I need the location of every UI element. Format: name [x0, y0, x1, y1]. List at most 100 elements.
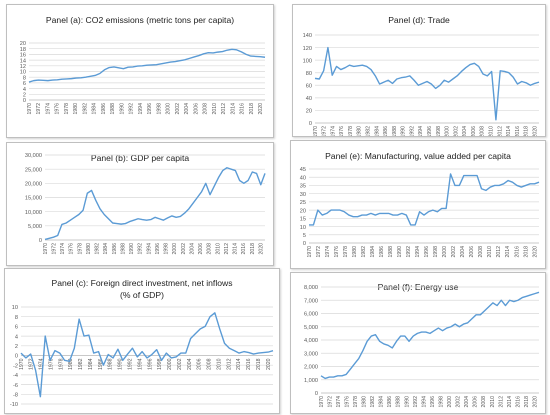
panel-e-data-point: [428, 211, 429, 212]
panel-a-data-point: [90, 76, 91, 77]
panel-d-data-point: [426, 81, 427, 82]
panel-c-data-point: [59, 352, 60, 353]
panel-e-data-point: [335, 210, 336, 211]
panel-c-ytick-label: 4: [15, 334, 18, 340]
panel-c-ytick-label: 0: [15, 354, 18, 360]
panel-e-ytick-label: 15: [300, 217, 306, 223]
panel-a-xtick-label: 1996: [147, 103, 153, 115]
panel-e-data-point: [397, 214, 398, 215]
panel-c-data-point: [25, 357, 26, 358]
panel-c-data-point: [258, 352, 259, 353]
panel-c-ytick-label: -6: [13, 383, 18, 389]
panel-d-xtick-label: 1996: [427, 126, 433, 136]
panel-e-data-point: [507, 180, 508, 181]
panel-a-data-point: [123, 68, 124, 69]
panel-a-data-point: [179, 60, 180, 61]
panel-f-xtick-label: 2012: [498, 396, 504, 408]
panel-c-xtick-label: 1972: [29, 358, 35, 370]
panel-d-xtick-label: 2008: [480, 126, 486, 136]
panel-a-xtick-label: 1982: [82, 103, 88, 115]
panel-e-data-point: [326, 213, 327, 214]
panel-e-xtick-label: 2012: [496, 246, 502, 258]
panel-c-xtick-label: 1974: [39, 358, 45, 370]
panel-e-data-point: [485, 190, 486, 191]
panel-e-xtick-label: 1976: [334, 246, 340, 258]
panel-b-xtick-label: 1980: [86, 243, 92, 255]
panel-f-xtick-label: 1978: [353, 396, 359, 408]
panel-e-xtick-label: 1972: [316, 246, 322, 258]
panel-c-data-point: [151, 354, 152, 355]
panel-a-data-point: [43, 80, 44, 81]
panel-b-series-line: [44, 167, 266, 241]
panel-d-data-point: [457, 75, 458, 76]
panel-f-xtick-label: 1992: [413, 396, 419, 408]
panel-b-ytick-label: 15,000: [25, 196, 42, 202]
panel-e-data-point: [388, 213, 389, 214]
panel-a-data-point: [118, 67, 119, 68]
panel-f-data-point: [446, 327, 447, 328]
panel-f-data-point: [341, 375, 342, 376]
panel-e-data-point: [538, 182, 539, 183]
panel-c-data-point: [205, 326, 206, 327]
panel-c-data-point: [112, 357, 113, 358]
panel-b-xtick-label: 1986: [112, 243, 118, 255]
panel-f-data-point: [329, 377, 330, 378]
panel-c-data-point: [166, 352, 167, 353]
panel-d-xtick-label: 2020: [532, 126, 538, 136]
panel-b-data-point: [137, 218, 138, 219]
panel-b-xtick-label: 1972: [51, 243, 57, 255]
panel-f-data-point: [534, 293, 535, 294]
panel-d-data-point: [379, 83, 380, 84]
panel-e-data-point: [494, 185, 495, 186]
panel-a-data-point: [241, 51, 242, 52]
panel-b-ytick-label: 20,000: [25, 182, 42, 188]
panel-e-data-point: [357, 216, 358, 217]
panel-a-data-point: [260, 56, 261, 57]
panel-b-xtick-label: 2016: [241, 243, 247, 255]
panel-c-data-point: [238, 352, 239, 353]
panel-d-data-point: [439, 85, 440, 86]
panel-f-series-line: [320, 291, 540, 380]
panel-b-ytick-label: 25,000: [25, 167, 42, 173]
panel-a-xtick-label: 1984: [92, 103, 98, 115]
panel-b-data-point: [142, 219, 143, 220]
panel-a-series-line: [28, 48, 266, 83]
panel-e-xtick-label: 1996: [424, 246, 430, 258]
panel-d-data-point: [409, 75, 410, 76]
panel-f-data-point: [400, 335, 401, 336]
panel-a-data-point: [222, 51, 223, 52]
panel-a-xtick-label: 2006: [193, 103, 199, 115]
panel-f-data-point: [438, 327, 439, 328]
panel-d-data-point: [508, 72, 509, 73]
panel-a-data-point: [236, 49, 237, 50]
panel-a-ytick-label: 20: [20, 41, 26, 47]
panel-d-data-point: [366, 66, 367, 67]
panel-b-data-point: [159, 218, 160, 219]
panel-b-data-point: [180, 216, 181, 217]
panel-f-xtick-label: 2014: [507, 396, 513, 408]
panel-d-xtick-label: 1976: [339, 126, 345, 136]
panel-c-data-point: [98, 351, 99, 352]
panel-b-data-point: [125, 223, 126, 224]
panel-b-data-point: [78, 214, 79, 215]
panel-a-data-point: [57, 79, 58, 80]
panel-a-xtick-label: 1988: [110, 103, 116, 115]
panel-f-xtick-label: 1976: [344, 396, 350, 408]
panel-e-xtick-label: 2014: [505, 246, 511, 258]
panel-d-data-point: [314, 78, 315, 79]
panel-e-ytick-label: 20: [300, 208, 306, 214]
panel-e-xtick-label: 2010: [487, 246, 493, 258]
panel-b-data-point: [176, 217, 177, 218]
panel-c-xtick-label: 2018: [256, 358, 262, 370]
panel-b-xtick-label: 2008: [207, 243, 213, 255]
panel-a-data-point: [113, 66, 114, 67]
panel-c-data-point: [224, 343, 225, 344]
panel-e-data-point: [375, 214, 376, 215]
panel-f-xtick-label: 1974: [336, 396, 342, 408]
panel-e-data-point: [366, 214, 367, 215]
panel-c-data-point: [195, 333, 196, 334]
panel-b-xtick-label: 1970: [43, 243, 49, 255]
panel-d-title: Panel (d): Trade: [388, 15, 450, 25]
panel-f-data-point: [442, 330, 443, 331]
panel-a-ytick-label: 12: [20, 64, 26, 70]
